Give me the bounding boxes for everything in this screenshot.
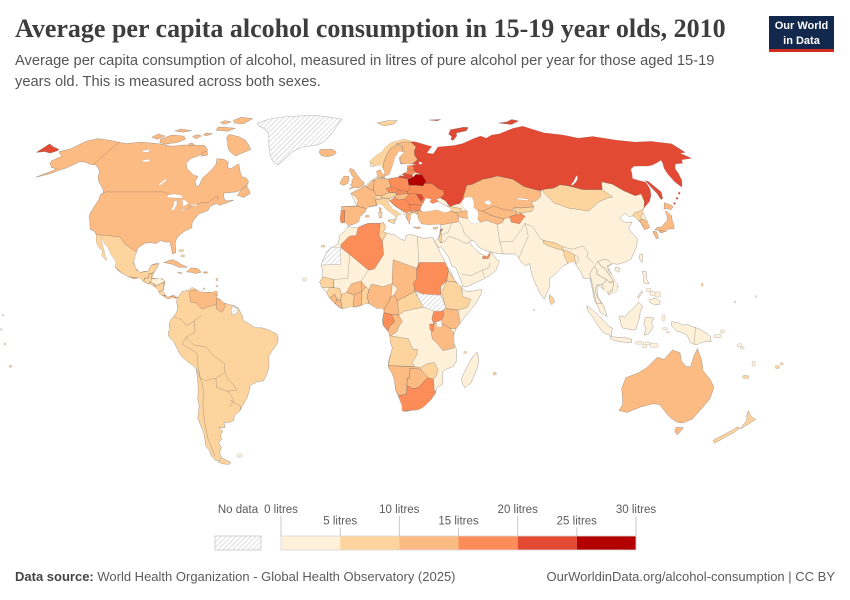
svg-text:30 litres: 30 litres [616, 504, 657, 516]
svg-text:20 litres: 20 litres [498, 504, 539, 516]
svg-text:5 litres: 5 litres [323, 516, 357, 528]
svg-text:10 litres: 10 litres [379, 504, 420, 516]
svg-text:25 litres: 25 litres [557, 516, 598, 528]
svg-text:No data: No data [218, 504, 259, 516]
svg-text:15 litres: 15 litres [438, 516, 479, 528]
svg-text:0 litres: 0 litres [264, 504, 298, 516]
